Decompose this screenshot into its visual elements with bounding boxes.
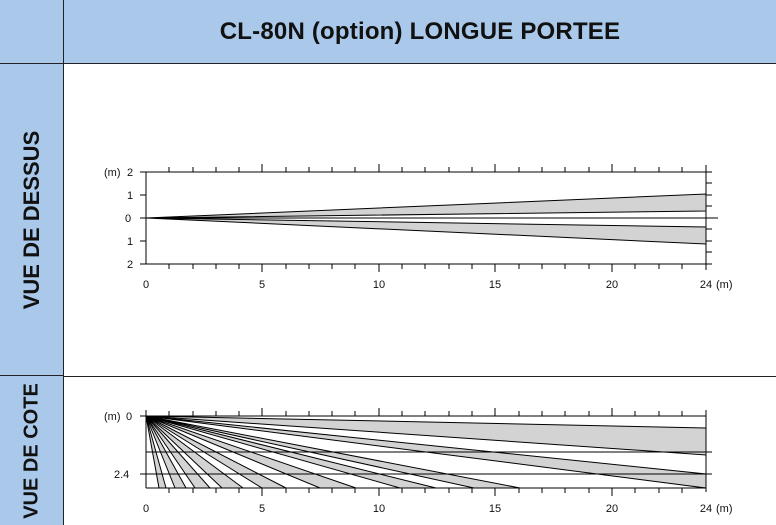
side-view-label-cell: VUE DE COTE [0, 376, 64, 525]
side-view-unit-label: (m) [104, 411, 121, 423]
top-view-diagram: (m) 2 1 0 1 2 0 5 10 15 20 24 (m) [104, 164, 733, 291]
top-view-x-label: 10 [373, 279, 385, 291]
side-view-x-label: 10 [373, 503, 385, 515]
top-view-x-label: 15 [489, 279, 501, 291]
side-view-x-label: 20 [606, 503, 618, 515]
side-view-y-label: 2.4 [114, 469, 129, 481]
top-view-y-label: 1 [127, 236, 133, 248]
top-view-y-label: 2 [127, 259, 133, 271]
top-view-y-label: 2 [127, 167, 133, 179]
top-view-x-label: 24 [700, 279, 712, 291]
side-view-y-label: 0 [126, 411, 132, 423]
side-view-x-label: 15 [489, 503, 501, 515]
side-view-x-label: 24 [700, 503, 712, 515]
top-view-y-label: 0 [125, 213, 131, 225]
side-view-x-label: 5 [259, 503, 265, 515]
top-view-x-unit: (m) [716, 279, 733, 291]
side-view-x-label: 0 [143, 503, 149, 515]
top-view-x-label: 20 [606, 279, 618, 291]
side-view-diagram: (m) 0 2.4 0 5 10 15 20 24 (m) [104, 408, 733, 515]
top-view-y-label: 1 [127, 190, 133, 202]
header-bar: CL-80N (option) LONGUE PORTEE [64, 0, 776, 64]
top-view-x-label: 5 [259, 279, 265, 291]
top-view-unit-label: (m) [104, 167, 121, 179]
top-view-zone-lower [145, 217, 707, 245]
top-view-x-label: 0 [143, 279, 149, 291]
top-view-zone-upper [145, 193, 707, 219]
side-view-x-unit: (m) [716, 503, 733, 515]
corner-cell [0, 0, 64, 64]
page-title: CL-80N (option) LONGUE PORTEE [219, 17, 621, 45]
top-view-label-cell: VUE DE DESSUS [0, 64, 64, 376]
section-divider [64, 376, 776, 377]
